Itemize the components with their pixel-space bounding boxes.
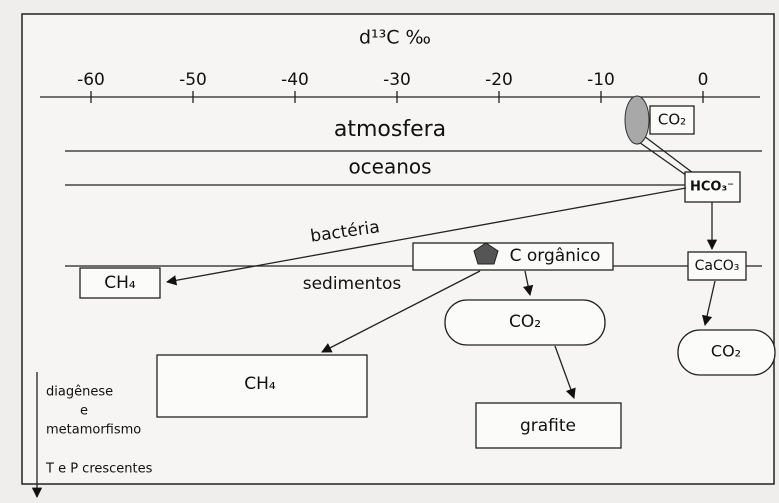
frame bbox=[21, 13, 775, 485]
node-label: C orgânico bbox=[510, 246, 601, 266]
node-label: CH₄ bbox=[244, 374, 276, 394]
tick-label: -20 bbox=[485, 70, 513, 90]
connector bbox=[635, 139, 691, 179]
arrow bbox=[165, 187, 687, 286]
pentagon-icon bbox=[473, 242, 499, 265]
node-box bbox=[412, 242, 614, 271]
atmosphere-label: atmosfera bbox=[334, 117, 446, 142]
arrow bbox=[523, 270, 534, 297]
depth-label: diagênese bbox=[46, 385, 113, 400]
axis-title: d¹³C ‰ bbox=[359, 27, 431, 49]
node-box bbox=[444, 299, 606, 346]
node-box bbox=[684, 171, 741, 203]
node-box bbox=[475, 402, 622, 449]
node-box bbox=[677, 329, 776, 376]
tick-label: 0 bbox=[698, 70, 709, 90]
depth-label: metamorfismo bbox=[46, 423, 141, 438]
node-box bbox=[79, 267, 161, 299]
sediments-label: sedimentos bbox=[303, 274, 402, 294]
node-label: CO₂ bbox=[711, 342, 741, 361]
node-label: CH₄ bbox=[104, 273, 136, 293]
tick-label: -10 bbox=[587, 70, 615, 90]
arrow bbox=[554, 345, 576, 399]
tick-label: -30 bbox=[383, 70, 411, 90]
node-label: CaCO₃ bbox=[695, 258, 740, 274]
trend-label: T e P crescentes bbox=[45, 462, 153, 477]
node-label: CO₂ bbox=[509, 312, 541, 332]
node-label: CO₂ bbox=[658, 111, 686, 129]
arrow bbox=[702, 280, 716, 327]
tick-label: -60 bbox=[77, 70, 105, 90]
node-box bbox=[156, 354, 368, 418]
node-box bbox=[687, 251, 747, 281]
connector bbox=[643, 135, 698, 177]
depth-label: e bbox=[80, 404, 88, 419]
co2-ellipse bbox=[624, 95, 650, 145]
node-box bbox=[649, 105, 695, 135]
ocean-label: oceanos bbox=[348, 155, 431, 179]
node-label: HCO₃⁻ bbox=[690, 180, 734, 195]
arrow bbox=[321, 270, 481, 353]
tick-label: -40 bbox=[281, 70, 309, 90]
tick-label: -50 bbox=[179, 70, 207, 90]
node-label: grafite bbox=[520, 416, 576, 436]
